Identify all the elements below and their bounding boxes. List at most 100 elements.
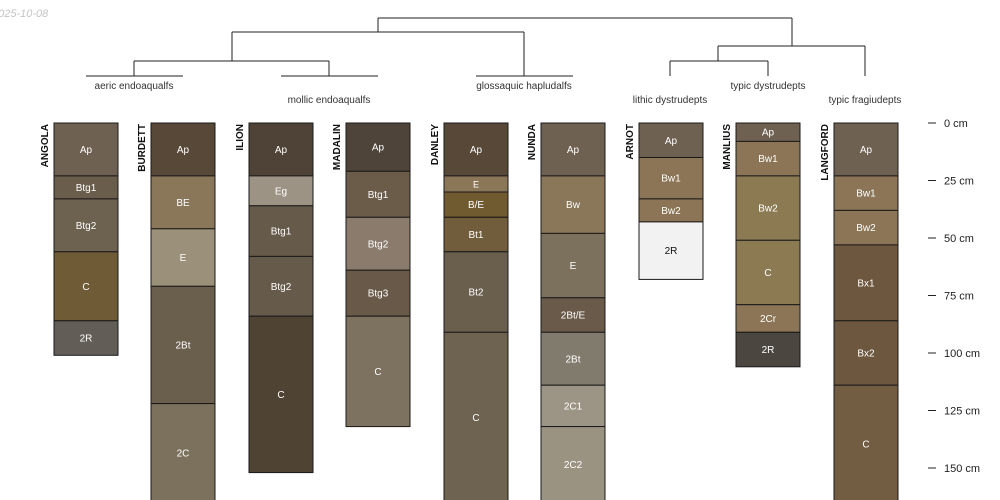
horizon-label: C xyxy=(374,367,381,378)
horizon-label: C xyxy=(472,413,479,424)
depth-axis: 0 cm 25 cm 50 cm 75 cm 100 cm 125 cm 150 cm xyxy=(928,118,980,475)
horizon-label: 2Cr xyxy=(760,314,777,325)
horizon-label: Bw1 xyxy=(661,174,681,185)
profile-name: LANGFORD xyxy=(820,124,831,181)
profile-madalin: MADALIN Ap Btg1 Btg2 Btg3 C xyxy=(332,122,411,428)
horizon-2r xyxy=(638,221,704,280)
horizon-label: Bt1 xyxy=(468,230,483,241)
horizon-label: 2R xyxy=(762,345,775,356)
horizon-label: Bw1 xyxy=(856,189,876,200)
horizon-btg2 xyxy=(345,216,411,271)
horizon-2c1 xyxy=(540,384,606,428)
group-label-typicdys: typic dystrudepts xyxy=(730,81,805,92)
horizon-label: Bw1 xyxy=(758,154,778,165)
horizon-label: 2R xyxy=(80,334,93,345)
profile-burdett: BURDETT Ap BE E 2Bt 2C xyxy=(137,122,216,500)
horizon-label: 2Bt xyxy=(175,340,190,351)
horizon-label: Ap xyxy=(275,145,288,156)
profile-name: BURDETT xyxy=(137,124,148,172)
horizon-bw xyxy=(540,175,606,234)
horizon-btg3 xyxy=(345,269,411,317)
axis-tick-label: 25 cm xyxy=(944,176,974,188)
profile-name: NUNDA xyxy=(527,124,538,160)
horizon-label: C xyxy=(82,282,89,293)
horizon-label: Btg1 xyxy=(76,183,97,194)
horizon-label: Btg2 xyxy=(368,239,389,250)
profile-langford: LANGFORD Ap Bw1 Bw2 Bx1 Bx2 C xyxy=(820,122,899,500)
horizon-c xyxy=(345,315,411,428)
horizon-btg2 xyxy=(248,255,314,317)
horizon-2bt xyxy=(540,331,606,386)
horizon-2bt xyxy=(150,285,216,405)
horizon-2r xyxy=(735,331,801,368)
horizon-c xyxy=(248,315,314,474)
axis-tick-label: 50 cm xyxy=(944,233,974,245)
horizon-label: Bx2 xyxy=(857,349,875,360)
horizon-label: Btg2 xyxy=(76,221,97,232)
horizon-label: BE xyxy=(176,198,190,209)
group-label-gloss: glossaquic hapludalfs xyxy=(476,81,572,92)
horizon-2c2 xyxy=(540,426,606,500)
horizon-label: B/E xyxy=(468,200,484,211)
horizon-label: Ap xyxy=(860,145,873,156)
group-labels: aeric endoaqualfs mollic endoaqualfs gloss… xyxy=(95,81,902,106)
horizon-label: Btg3 xyxy=(368,289,389,300)
horizon-label: Btg1 xyxy=(271,227,292,238)
horizon-label: E xyxy=(473,179,479,189)
group-label-lithic: lithic dystrudepts xyxy=(633,95,707,106)
horizon-label: E xyxy=(180,253,187,264)
horizon-label: C xyxy=(862,439,869,450)
profile-nunda: NUNDA Ap Bw E 2Bt/E 2Bt 2C1 2C2 xyxy=(527,122,606,500)
axis-tick-label: 100 cm xyxy=(944,348,980,360)
horizon-label: Bw2 xyxy=(661,206,681,217)
profile-name: MADALIN xyxy=(332,124,343,170)
horizon-label: Bx1 xyxy=(857,278,875,289)
horizon-label: 2C2 xyxy=(564,460,583,471)
horizon-label: Ap xyxy=(177,145,190,156)
profile-ilion: ILION Ap Eg Btg1 Btg2 C xyxy=(235,122,314,474)
axis-tick-label: 0 cm xyxy=(944,118,968,130)
profile-arnot: ARNOT Ap Bw1 Bw2 2R xyxy=(625,122,704,280)
horizon-label: Ap xyxy=(567,145,580,156)
horizon-label: 2Bt/E xyxy=(561,311,586,322)
horizon-2r xyxy=(53,320,119,356)
group-label-typicfrag: typic fragiudepts xyxy=(829,95,902,106)
horizon-label: Ap xyxy=(372,143,385,154)
horizon-label: 2C1 xyxy=(564,401,583,412)
horizon-c xyxy=(443,331,509,500)
horizon-ap xyxy=(150,122,216,177)
horizon-label: Bt2 xyxy=(468,288,483,299)
horizon-btg1 xyxy=(345,170,411,218)
horizon-btg2 xyxy=(53,198,119,253)
axis-tick-label: 75 cm xyxy=(944,291,974,303)
horizon-label: Bw2 xyxy=(856,223,876,234)
profile-manlius: MANLIUS Ap Bw1 Bw2 C 2Cr 2R xyxy=(722,122,801,368)
horizon-label: 2R xyxy=(665,246,678,257)
horizon-ap xyxy=(53,122,119,177)
profile-danley: DANLEY Ap E B/E Bt1 Bt2 C xyxy=(430,122,509,500)
horizon-e xyxy=(150,228,216,287)
horizon-c xyxy=(833,384,899,500)
horizon-label: Bw xyxy=(566,200,581,211)
horizon-bt2 xyxy=(443,251,509,333)
horizon-label: Ap xyxy=(762,128,775,139)
profile-angola: ANGOLA Ap Btg1 Btg2 C 2R xyxy=(40,122,119,356)
horizon-c xyxy=(53,251,119,322)
axis-tick-label: 125 cm xyxy=(944,406,980,418)
horizon-label: Ap xyxy=(665,136,678,147)
horizon-label: C xyxy=(277,390,284,401)
profile-name: DANLEY xyxy=(430,124,441,165)
group-label-aeric: aeric endoaqualfs xyxy=(95,81,174,92)
horizon-bw1 xyxy=(638,157,704,200)
horizon-ap xyxy=(540,122,606,177)
horizon-label: Ap xyxy=(80,145,93,156)
horizon-label: Btg2 xyxy=(271,282,292,293)
axis-tick-label: 150 cm xyxy=(944,463,980,475)
profile-name: MANLIUS xyxy=(722,124,733,170)
horizon-ap xyxy=(443,122,509,177)
horizon-b-e xyxy=(443,191,509,218)
horizon-btg1 xyxy=(248,205,314,257)
horizon-label: C xyxy=(764,268,771,279)
horizon-bw1 xyxy=(833,175,899,211)
